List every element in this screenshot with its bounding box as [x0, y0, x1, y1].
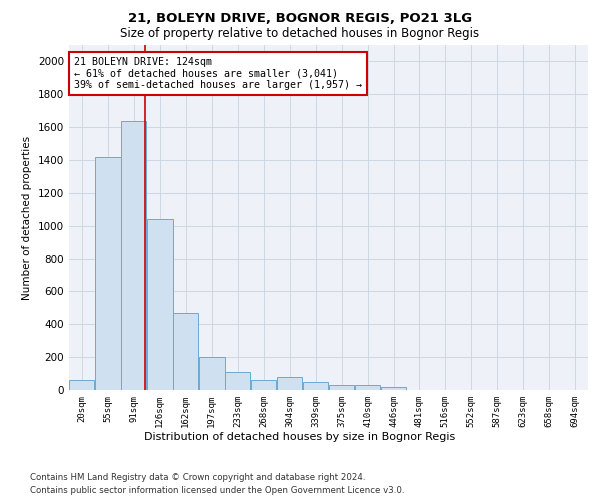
Text: 21 BOLEYN DRIVE: 124sqm
← 61% of detached houses are smaller (3,041)
39% of semi: 21 BOLEYN DRIVE: 124sqm ← 61% of detache…	[74, 57, 362, 90]
Text: Distribution of detached houses by size in Bognor Regis: Distribution of detached houses by size …	[145, 432, 455, 442]
Bar	[277, 377, 302, 390]
Bar	[381, 386, 406, 390]
Text: Size of property relative to detached houses in Bognor Regis: Size of property relative to detached ho…	[121, 28, 479, 40]
Text: 21, BOLEYN DRIVE, BOGNOR REGIS, PO21 3LG: 21, BOLEYN DRIVE, BOGNOR REGIS, PO21 3LG	[128, 12, 472, 26]
Bar	[355, 385, 380, 390]
Bar	[329, 385, 354, 390]
Bar	[303, 382, 328, 390]
Bar	[147, 219, 173, 390]
Bar	[173, 313, 198, 390]
Text: Contains public sector information licensed under the Open Government Licence v3: Contains public sector information licen…	[30, 486, 404, 495]
Bar	[70, 380, 94, 390]
Bar	[121, 120, 146, 390]
Bar	[226, 372, 250, 390]
Text: Contains HM Land Registry data © Crown copyright and database right 2024.: Contains HM Land Registry data © Crown c…	[30, 472, 365, 482]
Y-axis label: Number of detached properties: Number of detached properties	[22, 136, 32, 300]
Bar	[95, 156, 121, 390]
Bar	[251, 380, 277, 390]
Bar	[199, 357, 224, 390]
